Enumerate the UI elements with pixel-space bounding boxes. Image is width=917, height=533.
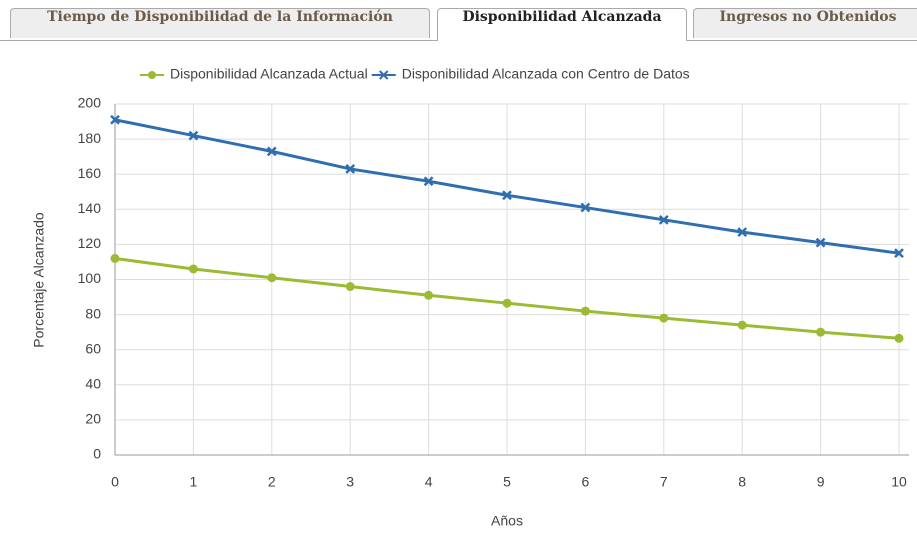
point	[267, 273, 277, 283]
point	[188, 264, 198, 274]
legend-label: Disponibilidad Alcanzada con Centro de D…	[402, 66, 690, 82]
x-tick-label: 8	[738, 474, 746, 490]
y-tick-label: 60	[85, 340, 101, 356]
point	[737, 227, 748, 237]
y-tick-label: 160	[78, 165, 102, 181]
y-tick-label: 0	[93, 446, 101, 462]
x-tick-label: 5	[503, 474, 511, 490]
point	[110, 253, 120, 263]
point	[424, 290, 434, 300]
point	[188, 130, 199, 141]
x-tick-label: 6	[582, 474, 590, 490]
y-tick-label: 200	[78, 95, 102, 111]
x-axis-label: Años	[491, 513, 523, 529]
tab-bar: Tiempo de Disponibilidad de la Informaci…	[0, 0, 917, 41]
tab[interactable]: Tiempo de Disponibilidad de la Informaci…	[10, 8, 430, 38]
x-tick-label: 3	[346, 474, 354, 490]
point	[894, 248, 904, 259]
y-axis-label: Porcentaje Alcanzado	[31, 212, 47, 348]
tab[interactable]: Disponibilidad Alcanzada	[437, 8, 687, 41]
x-tick-label: 9	[817, 474, 825, 490]
point	[658, 214, 669, 225]
point	[659, 313, 669, 323]
legend-marker	[378, 70, 389, 80]
x-tick-label: 2	[268, 474, 276, 490]
point	[423, 176, 434, 187]
point	[894, 333, 904, 343]
legend-label: Disponibilidad Alcanzada Actual	[170, 66, 368, 82]
point	[345, 164, 356, 174]
x-tick-label: 4	[425, 474, 433, 490]
y-tick-label: 100	[78, 270, 102, 286]
x-tick-label: 7	[660, 474, 668, 490]
y-tick-label: 40	[85, 376, 101, 392]
point	[345, 282, 355, 292]
x-tick-label: 10	[891, 474, 907, 490]
x-tick-label: 0	[111, 474, 119, 490]
legend-marker	[148, 71, 156, 79]
point	[266, 146, 277, 157]
point	[502, 298, 512, 308]
y-tick-label: 80	[85, 305, 101, 321]
y-tick-label: 140	[78, 200, 102, 216]
tab[interactable]: Ingresos no Obtenidos	[693, 8, 917, 38]
point	[110, 114, 120, 125]
y-tick-label: 120	[78, 235, 102, 251]
point	[502, 190, 512, 201]
point	[737, 320, 747, 330]
x-tick-label: 1	[190, 474, 198, 490]
y-tick-label: 180	[78, 130, 102, 146]
point	[580, 306, 590, 316]
point	[815, 237, 826, 248]
point	[580, 202, 591, 213]
point	[816, 327, 826, 337]
y-tick-label: 20	[85, 411, 101, 427]
